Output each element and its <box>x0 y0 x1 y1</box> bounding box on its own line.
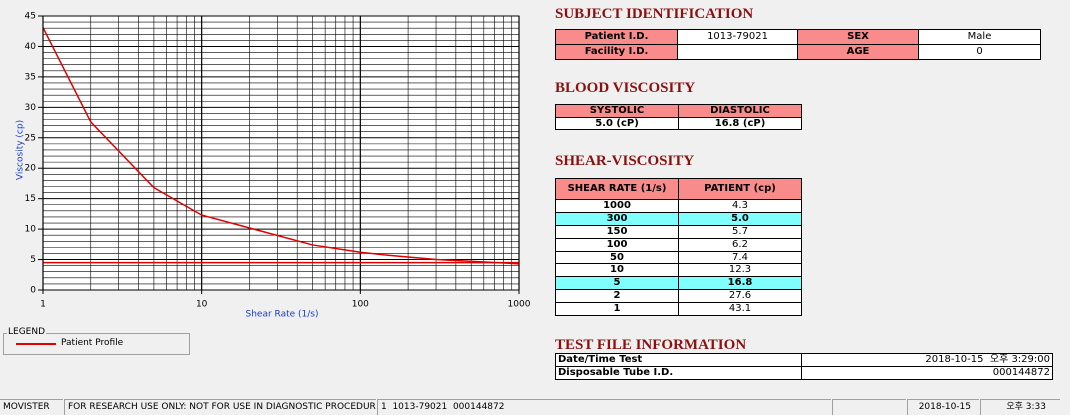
table-cell: Date/Time Test <box>555 353 802 367</box>
table-cell: 100 <box>555 237 679 252</box>
y-tick-label: 15 <box>25 194 36 204</box>
legend-label: Patient Profile <box>61 338 124 348</box>
x-tick-label: 100 <box>352 300 369 310</box>
table-cell: 5.0 (cP) <box>555 117 679 130</box>
section-title: BLOOD VISCOSITY <box>555 80 696 96</box>
x-tick-label: 1000 <box>508 300 531 310</box>
y-tick-label: 40 <box>25 42 37 52</box>
x-axis-label: Shear Rate (1/s) <box>246 310 319 320</box>
table-cell: Patient I.D. <box>555 29 678 45</box>
chart: 0 5 10 15 20 25 30 35 40 45 1 10 100 1000 Shear Rate … <box>16 12 531 320</box>
table-cell: SEX <box>797 29 919 45</box>
status-cell: 오후 3:33 <box>980 399 1060 415</box>
table-cell: 0 <box>918 44 1041 60</box>
table-cell: 300 <box>555 211 679 226</box>
table-cell: SHEAR RATE (1/s) <box>555 178 679 200</box>
table-cell: SYSTOLIC <box>555 104 679 118</box>
table-cell: 000144872 <box>801 366 1053 380</box>
table-cell <box>677 44 798 60</box>
table-cell: 5 <box>555 276 679 291</box>
status-cell <box>832 399 906 415</box>
table-cell: 10 <box>555 263 679 278</box>
section-title: TEST FILE INFORMATION <box>555 337 747 353</box>
y-tick-label: 25 <box>25 133 36 143</box>
plot-frame <box>42 15 520 291</box>
data-line <box>42 27 520 265</box>
table-cell: PATIENT (cp) <box>678 178 802 200</box>
y-tick-label: 0 <box>30 286 36 296</box>
table-cell: 12.3 <box>678 263 802 278</box>
y-tick-label: 10 <box>25 225 37 235</box>
plot-area <box>43 16 519 290</box>
table-cell: 16.8 (cP) <box>678 117 802 130</box>
table-cell: 16.8 <box>678 276 802 291</box>
table-cell: 1 <box>555 302 679 316</box>
table-cell: Male <box>918 29 1041 45</box>
section-title: SHEAR-VISCOSITY <box>555 153 695 169</box>
table-cell: 1000 <box>555 199 679 213</box>
table-cell: 150 <box>555 224 679 239</box>
table-cell: DIASTOLIC <box>678 104 802 118</box>
y-tick-label: 5 <box>30 255 36 265</box>
table-cell: 43.1 <box>678 302 802 316</box>
legend-swatch <box>16 343 56 345</box>
status-cell: 2018-10-15 <box>907 399 979 415</box>
table-cell: 2018-10-15 오후 3:29:00 <box>801 353 1053 367</box>
legend: LEGEND Patient Profile <box>3 327 190 355</box>
table-cell: 27.6 <box>678 289 802 304</box>
y-tick-label: 45 <box>25 12 36 22</box>
status-cell: MOVISTER <box>0 399 63 415</box>
table-cell: 2 <box>555 289 679 304</box>
table-cell: 5.0 <box>678 211 802 226</box>
table-cell: 6.2 <box>678 237 802 252</box>
table-cell: 1013-79021 <box>677 29 798 45</box>
table-cell: 5.7 <box>678 224 802 239</box>
y-tick-label: 35 <box>25 72 36 82</box>
y-tick-label: 20 <box>25 164 37 174</box>
table-cell: 4.3 <box>678 199 802 213</box>
status-cell: 1 1013-79021 000144872 <box>377 399 831 415</box>
x-tick-label: 1 <box>40 300 46 310</box>
table-cell: 7.4 <box>678 250 802 265</box>
legend-title: LEGEND <box>7 327 47 337</box>
y-axis-label: Viscosity (cp) <box>16 120 26 180</box>
table-cell: Facility I.D. <box>555 44 678 60</box>
table-cell: Disposable Tube I.D. <box>555 366 802 380</box>
status-cell: FOR RESEARCH USE ONLY: NOT FOR USE IN DI… <box>64 399 376 415</box>
y-tick-label: 30 <box>25 103 37 113</box>
table-cell: 50 <box>555 250 679 265</box>
table-cell: AGE <box>797 44 919 60</box>
x-tick-label: 10 <box>196 300 208 310</box>
section-title: SUBJECT IDENTIFICATION <box>555 6 754 22</box>
